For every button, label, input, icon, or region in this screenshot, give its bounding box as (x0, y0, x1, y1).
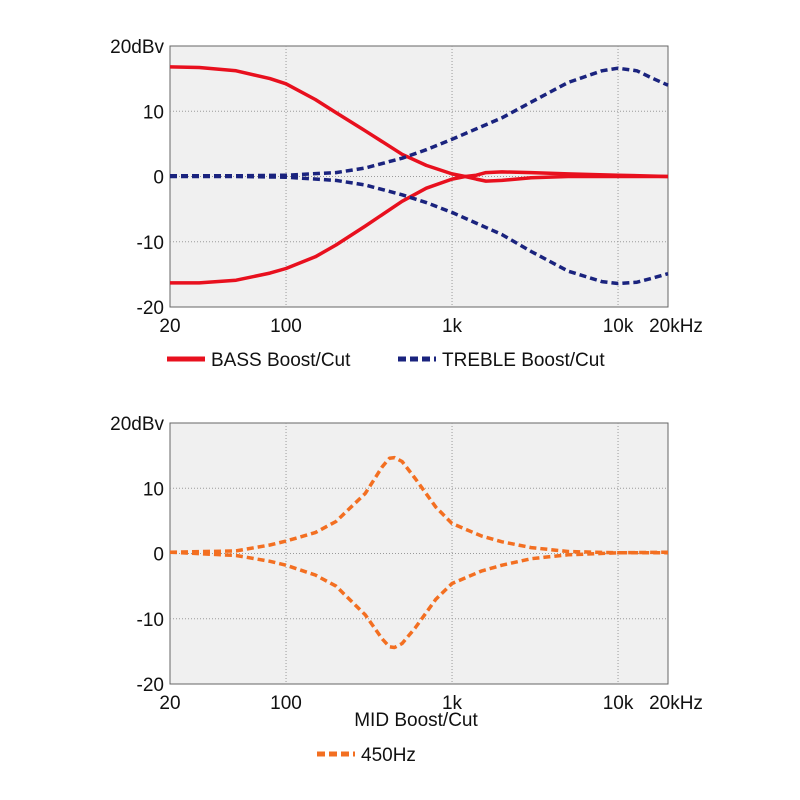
x-tick-label: 1k (442, 693, 463, 714)
y-tick-label: 20dBv (110, 37, 164, 58)
y-tick-label: 0 (153, 545, 164, 566)
legend-label-mid: 450Hz (361, 745, 416, 766)
y-tick-label: -20 (137, 298, 164, 319)
y-tick-labels: 20dBv 10 0 -10 -20 (110, 37, 164, 319)
y-tick-label: -20 (137, 675, 164, 696)
legend-label-treble: TREBLE Boost/Cut (442, 350, 605, 371)
chart-caption: MID Boost/Cut (354, 710, 478, 731)
series-line (169, 550, 668, 650)
y-tick-label: 10 (143, 102, 164, 123)
series-line (170, 66, 669, 178)
series-line (169, 65, 669, 179)
x-tick-labels: 20 100 1k 10k 20kHz (159, 316, 703, 337)
x-tick-label: 100 (270, 316, 302, 337)
y-tick-label: -10 (137, 610, 164, 631)
curves (169, 455, 669, 650)
x-tick-label: 20 (159, 316, 180, 337)
curves (169, 65, 669, 286)
y-tick-labels: 20dBv 10 0 -10 -20 (110, 414, 164, 696)
x-tick-label: 10k (603, 693, 634, 714)
legend: BASS Boost/Cut TREBLE Boost/Cut (167, 350, 605, 371)
y-tick-label: 0 (153, 168, 164, 189)
legend-label-bass: BASS Boost/Cut (211, 350, 351, 371)
x-tick-labels: 20 100 1k 10k 20kHz (159, 693, 703, 714)
y-tick-label: 20dBv (110, 414, 164, 435)
x-tick-label: 10k (603, 316, 634, 337)
x-tick-label: 20kHz (649, 316, 703, 337)
series-line (170, 174, 669, 286)
x-tick-label: 20kHz (649, 693, 703, 714)
legend: 450Hz (317, 745, 416, 766)
y-tick-label: -10 (137, 233, 164, 254)
x-tick-label: 20 (159, 693, 180, 714)
y-tick-label: 10 (143, 479, 164, 500)
series-line (169, 455, 669, 555)
series-line (170, 174, 668, 285)
x-tick-label: 1k (442, 316, 463, 337)
x-tick-label: 100 (270, 693, 302, 714)
